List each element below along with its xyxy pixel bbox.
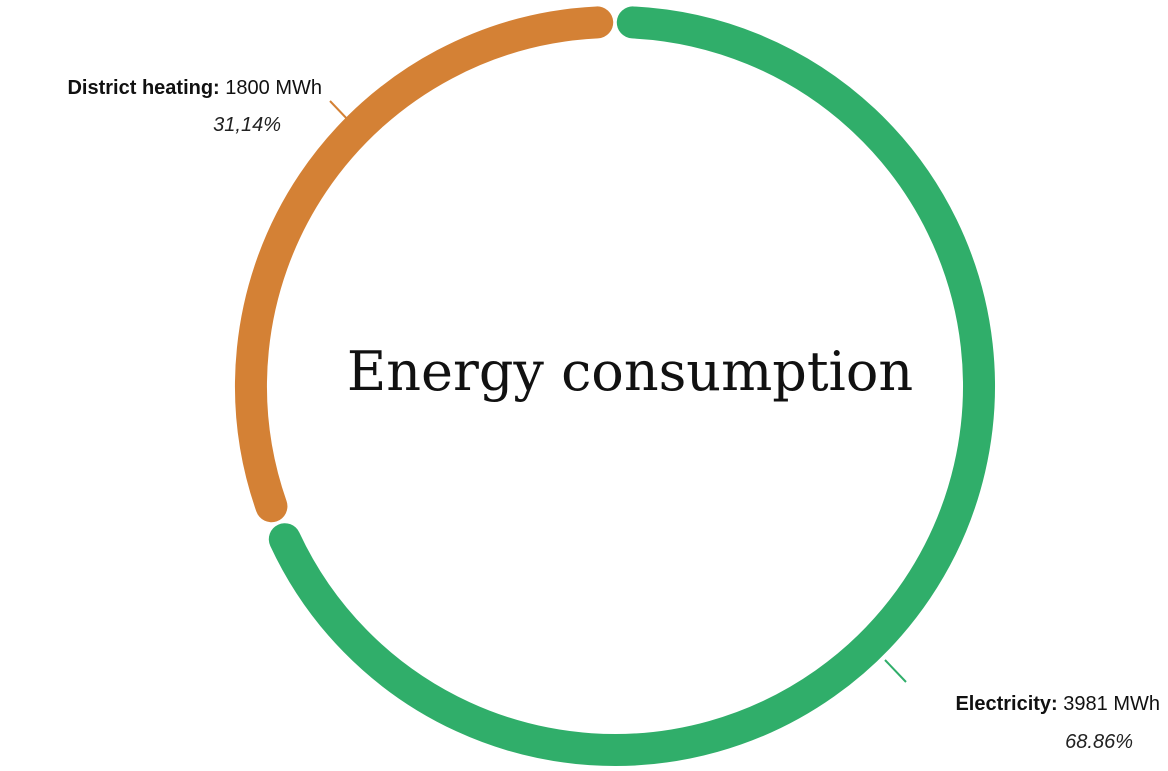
chart-title: Energy consumption [347,340,913,403]
slice-label-value: 1800 MWh [225,77,322,99]
leader-lines [329,100,907,683]
slice-label-value: 3981 MWh [1063,693,1160,715]
svg-text:District heating: 1800 MWh: District heating: 1800 MWh [67,77,322,99]
label-district-heating: District heating: 1800 MWh 31,14% [67,77,322,136]
slice-label-name: Electricity: [955,693,1063,715]
label-electricity: Electricity: 3981 MWh 68.86% [955,693,1160,753]
donut-arcs [235,6,995,766]
slice-district-heating [235,6,614,523]
slice-label-percent: 31,14% [213,114,281,136]
leader-district-heating [329,100,351,123]
svg-text:Electricity: 3981 MWh: Electricity: 3981 MWh [955,693,1160,715]
leader-electricity [884,659,907,683]
slice-electricity [268,6,995,766]
slice-label-name: District heating: [67,77,225,99]
slice-label-percent: 68.86% [1065,731,1133,753]
